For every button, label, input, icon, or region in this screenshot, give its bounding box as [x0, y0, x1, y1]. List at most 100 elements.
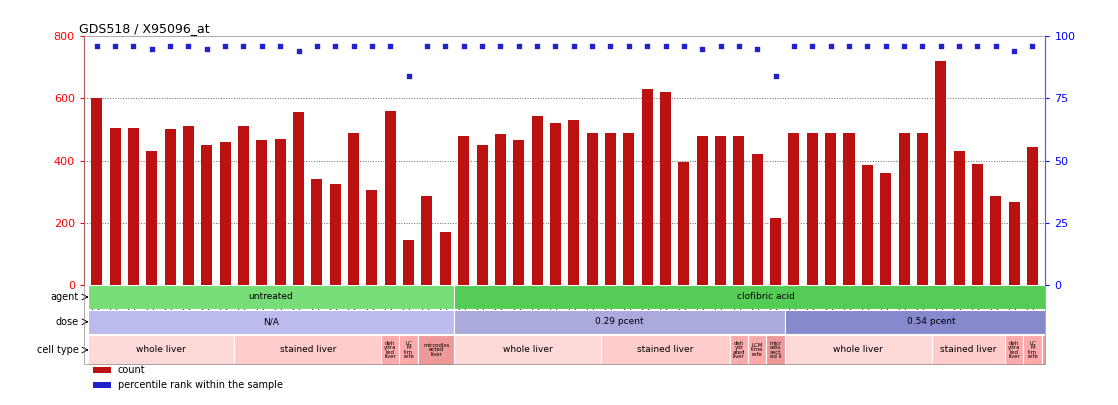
Text: stained liver: stained liver [280, 345, 335, 354]
Point [473, 43, 491, 50]
Bar [275, 139, 286, 285]
Bar [381, 335, 399, 365]
Text: whole liver: whole liver [136, 345, 186, 354]
Bar [238, 126, 249, 285]
Point [565, 43, 582, 50]
Point [143, 46, 161, 52]
Point [106, 43, 124, 50]
Bar [733, 136, 745, 285]
Point [344, 43, 362, 50]
Bar [110, 128, 121, 285]
Text: dose: dose [56, 317, 79, 327]
Bar [256, 141, 267, 285]
Text: GDS518 / X95096_at: GDS518 / X95096_at [79, 22, 210, 35]
Bar [679, 162, 690, 285]
Point [675, 43, 693, 50]
Point [896, 43, 913, 50]
Point [619, 43, 637, 50]
Bar [94, 382, 111, 388]
Bar [385, 111, 396, 285]
Bar [455, 285, 1079, 309]
Point [547, 43, 565, 50]
Bar [330, 184, 341, 285]
Point [528, 43, 546, 50]
Bar [642, 89, 653, 285]
Point [748, 46, 766, 52]
Bar [201, 145, 212, 285]
Bar [788, 132, 799, 285]
Point [180, 43, 198, 50]
Text: 0.54 pcent: 0.54 pcent [907, 317, 956, 326]
Bar [348, 132, 359, 285]
Bar [367, 190, 378, 285]
Point [840, 43, 858, 50]
Bar [94, 367, 111, 373]
Bar [748, 335, 767, 365]
Bar [1027, 147, 1038, 285]
Bar [1042, 335, 1079, 365]
Point [399, 73, 417, 79]
Point [418, 43, 436, 50]
Point [656, 43, 674, 50]
Point [601, 43, 619, 50]
Bar [146, 151, 158, 285]
Bar [660, 92, 671, 285]
Text: stained liver: stained liver [637, 345, 693, 354]
Bar [785, 310, 1079, 334]
Bar [697, 136, 708, 285]
Text: agent: agent [50, 292, 79, 302]
Text: whole liver: whole liver [833, 345, 883, 354]
Point [216, 43, 234, 50]
Bar [87, 310, 455, 334]
Bar [421, 196, 433, 285]
Bar [513, 141, 524, 285]
Point [1024, 43, 1042, 50]
Bar [991, 196, 1002, 285]
Point [253, 43, 271, 50]
Bar [531, 115, 542, 285]
Point [987, 43, 1005, 50]
Bar [716, 136, 726, 285]
Point [950, 43, 968, 50]
Bar [235, 335, 381, 365]
Bar [770, 218, 781, 285]
Bar [568, 120, 579, 285]
Point [859, 43, 877, 50]
Bar [785, 335, 931, 365]
Point [767, 73, 785, 79]
Bar [495, 134, 505, 285]
Point [804, 43, 822, 50]
Point [638, 43, 656, 50]
Bar [936, 61, 946, 285]
Text: count: count [117, 365, 145, 375]
Text: cell type: cell type [37, 345, 79, 355]
Bar [455, 335, 601, 365]
Bar [87, 335, 235, 365]
Point [968, 43, 986, 50]
Point [730, 43, 748, 50]
Point [436, 43, 454, 50]
Text: micr
odis
sect
ed li: micr odis sect ed li [769, 341, 781, 359]
Text: percentile rank within the sample: percentile rank within the sample [117, 380, 283, 390]
Text: microdiss
ected
liver: microdiss ected liver [423, 343, 449, 357]
Text: untreated: untreated [248, 292, 293, 301]
Bar [954, 151, 965, 285]
Point [1005, 48, 1023, 55]
Point [198, 46, 216, 52]
Bar [605, 132, 616, 285]
Point [326, 43, 344, 50]
Bar [1023, 335, 1042, 365]
Bar [92, 98, 102, 285]
Bar [825, 132, 836, 285]
Bar [127, 128, 139, 285]
Bar [751, 154, 762, 285]
Point [510, 43, 528, 50]
Bar [807, 132, 817, 285]
Bar [862, 165, 873, 285]
Point [87, 43, 105, 50]
Text: deh
ydr
ated
liver: deh ydr ated liver [732, 341, 746, 359]
Bar [399, 335, 418, 365]
Text: deh
ydra
ted
liver: deh ydra ted liver [383, 341, 397, 359]
Point [913, 43, 931, 50]
Bar [439, 232, 451, 285]
